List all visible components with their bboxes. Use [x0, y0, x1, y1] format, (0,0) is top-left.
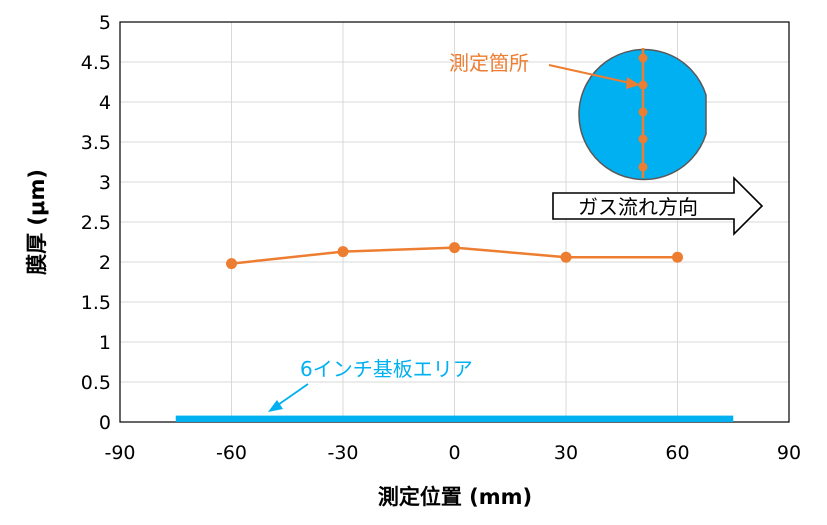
y-tick-label: 4.5 — [81, 52, 111, 74]
data-point — [672, 251, 683, 263]
x-tick-label: 90 — [777, 442, 801, 464]
y-tick-label: 3.5 — [81, 132, 111, 154]
x-tick-label: 0 — [448, 442, 460, 464]
measurement-points-label: 測定箇所 — [449, 51, 529, 75]
y-tick-label: 3 — [99, 172, 111, 194]
y-tick-label: 4 — [99, 92, 111, 114]
x-tick-label: -30 — [327, 442, 358, 464]
series-layer — [226, 242, 683, 270]
x-tick-labels: -90 -60 -30 0 30 60 90 — [104, 442, 801, 464]
gas-flow-arrow — [552, 176, 764, 236]
measurement-points-arrowhead — [626, 77, 640, 89]
y-axis-title: 膜厚 (μm) — [25, 169, 49, 275]
x-tick-label: -60 — [216, 442, 247, 464]
x-axis-title: 測定位置 (mm) — [378, 485, 532, 509]
data-point — [560, 251, 572, 263]
wafer-point — [638, 80, 648, 90]
wafer-point — [638, 162, 648, 172]
wafer-diagram — [578, 48, 707, 181]
x-tick-label: 60 — [665, 442, 689, 464]
y-tick-labels: 0 0.5 1 1.5 2 2.5 3 3.5 4 4.5 5 — [81, 12, 111, 434]
substrate-leader — [274, 383, 309, 408]
wafer-point — [638, 53, 648, 63]
wafer-point — [638, 134, 648, 144]
gas-flow-label: ガス流れ方向 — [578, 195, 698, 219]
y-tick-label: 5 — [99, 12, 111, 34]
data-point — [337, 246, 349, 258]
wafer-point — [638, 107, 648, 117]
y-tick-label: 1 — [99, 332, 111, 354]
x-tick-label: 30 — [554, 442, 578, 464]
measurement-points-leader — [548, 64, 631, 84]
y-tick-label: 0 — [99, 412, 111, 434]
substrate-bar — [175, 415, 734, 422]
data-point — [449, 242, 460, 254]
y-tick-label: 2.5 — [81, 212, 111, 234]
x-tick-label: -90 — [104, 442, 135, 464]
y-tick-label: 2 — [99, 252, 111, 274]
y-tick-label: 0.5 — [81, 372, 111, 394]
substrate-area-label: 6インチ基板エリア — [300, 357, 473, 381]
substrate-arrowhead — [268, 400, 283, 412]
data-point — [226, 258, 237, 270]
y-tick-label: 1.5 — [81, 292, 111, 314]
